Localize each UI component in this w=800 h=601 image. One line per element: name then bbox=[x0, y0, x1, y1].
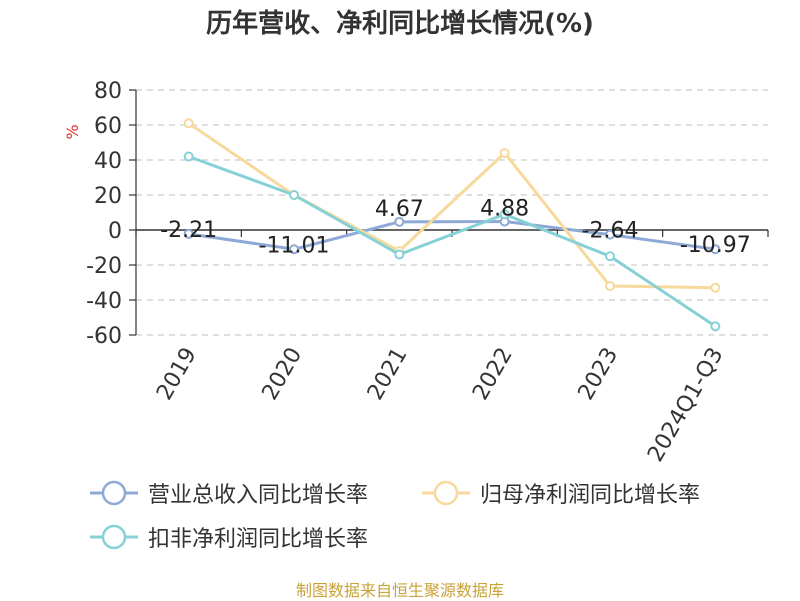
data-point bbox=[183, 118, 194, 129]
data-point bbox=[183, 151, 194, 162]
data-point bbox=[289, 244, 299, 255]
x-tick-label: 2022 bbox=[468, 344, 518, 405]
series-line-1 bbox=[188, 219, 716, 251]
chart-title: 历年营收、净利同比增长情况(%) bbox=[206, 9, 594, 39]
legend-marker-icon bbox=[422, 480, 470, 506]
data-point bbox=[710, 244, 721, 255]
x-tick-label: 2019 bbox=[152, 344, 202, 405]
data-label: -2.64 bbox=[582, 219, 639, 244]
data-label: 4.67 bbox=[375, 197, 424, 222]
data-point bbox=[394, 249, 405, 260]
data-label: -10.97 bbox=[680, 233, 751, 258]
data-point bbox=[183, 228, 194, 239]
data-label: -11.01 bbox=[259, 233, 330, 258]
data-source-note: 制图数据来自恒生聚源数据库 bbox=[295, 581, 504, 600]
legend-label: 营业总收入同比增长率 bbox=[148, 483, 369, 508]
y-tick-label: -60 bbox=[86, 324, 122, 349]
y-tick-label: 80 bbox=[94, 79, 122, 104]
y-axis-label: % bbox=[63, 124, 82, 139]
data-label: -2.21 bbox=[160, 218, 217, 243]
y-tick-label: 40 bbox=[94, 149, 122, 174]
series-line-2 bbox=[187, 122, 716, 290]
data-point bbox=[605, 281, 615, 291]
y-tick-label: -40 bbox=[86, 289, 122, 314]
legend-label: 扣非净利润同比增长率 bbox=[148, 527, 369, 552]
legend-item[interactable]: 归母净利润同比增长率 bbox=[420, 478, 700, 508]
legend-item[interactable]: 扣非净利润同比增长率 bbox=[88, 522, 368, 552]
data-point bbox=[710, 321, 721, 332]
y-tick-label: -20 bbox=[86, 254, 122, 279]
x-tick-label: 2021 bbox=[363, 344, 413, 405]
data-label: 4.88 bbox=[480, 196, 529, 221]
legend-marker-icon bbox=[90, 524, 138, 550]
x-tick-label: 2024Q1-Q3 bbox=[643, 344, 728, 467]
data-point bbox=[394, 216, 405, 227]
data-point bbox=[605, 229, 615, 240]
y-tick-label: 0 bbox=[108, 219, 122, 244]
legend-marker-icon bbox=[90, 480, 138, 506]
x-tick-label: 2020 bbox=[258, 344, 308, 405]
data-point bbox=[289, 190, 299, 200]
legend-label: 归母净利润同比增长率 bbox=[480, 483, 701, 508]
data-point bbox=[499, 209, 510, 220]
x-tick-label: 2023 bbox=[574, 344, 624, 405]
data-point bbox=[499, 148, 510, 158]
y-tick-label: 20 bbox=[94, 184, 122, 209]
series-line-3 bbox=[188, 155, 717, 328]
data-point bbox=[605, 251, 615, 262]
legend-item[interactable]: 营业总收入同比增长率 bbox=[88, 478, 368, 508]
data-point bbox=[710, 282, 721, 293]
y-tick-label: 60 bbox=[94, 114, 122, 139]
